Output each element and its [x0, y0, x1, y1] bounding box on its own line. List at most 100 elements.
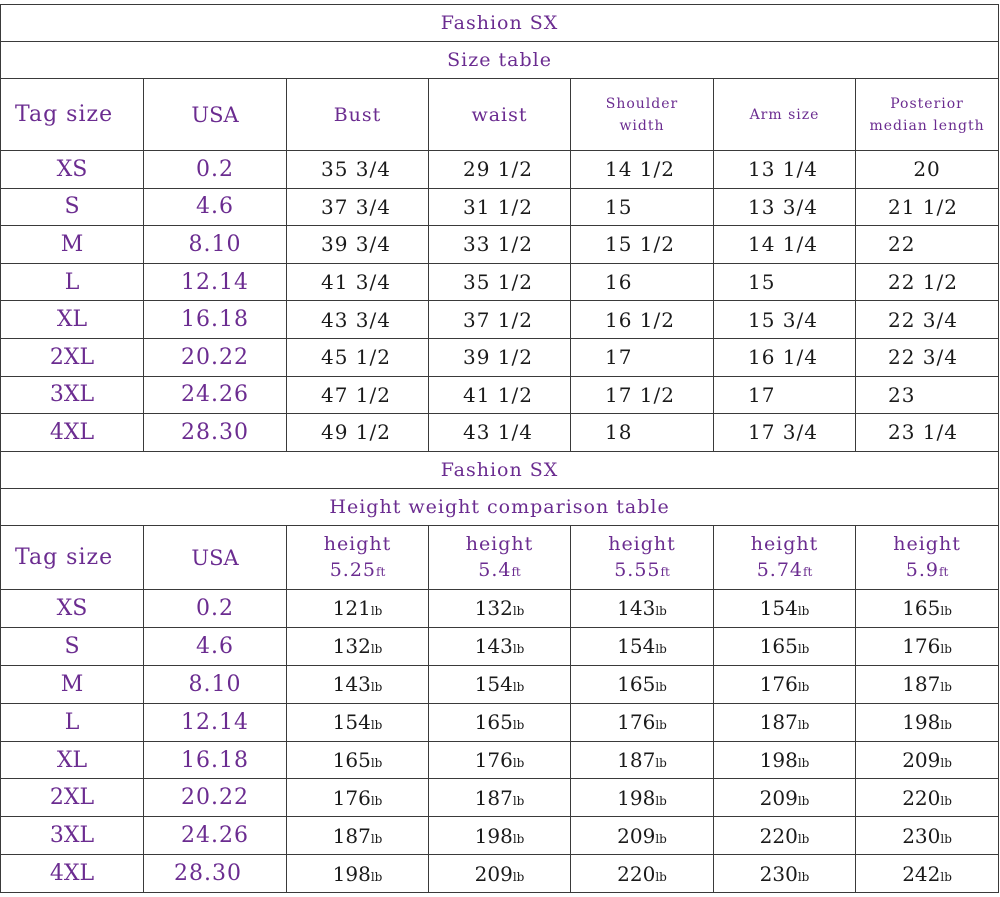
- usa-size-cell: 24.26: [143, 816, 287, 856]
- weight-cell: 230lb: [713, 854, 856, 894]
- header-height-unit: ft: [660, 564, 670, 579]
- header-shoulder-width: Shoulder width: [570, 78, 714, 151]
- header-height-2: height 5.4ft: [428, 525, 571, 590]
- size-row: S 4.6 37 3/4 31 1/2 15 13 3/4 21 1/2: [0, 187, 1000, 227]
- weight-unit: lb: [512, 718, 525, 733]
- weight-cell: 220lb: [713, 816, 856, 856]
- weight-cell: 154lb: [570, 626, 714, 666]
- weight-value: 154: [759, 596, 798, 621]
- weight-unit: lb: [512, 680, 525, 695]
- arm-size-cell: 13 3/4: [713, 187, 856, 227]
- weight-cell: 143lb: [570, 589, 714, 628]
- header-usa: USA: [143, 78, 287, 151]
- weight-value: 165: [474, 710, 513, 735]
- height-weight-row: XL 16.18 165lb 176lb 187lb 198lb 209lb: [0, 740, 1000, 780]
- header-height-value-line: 5.4ft: [430, 557, 570, 585]
- weight-unit: lb: [370, 680, 383, 695]
- weight-value: 176: [332, 785, 371, 810]
- waist-cell: 41 1/2: [428, 375, 571, 415]
- usa-size-cell: 12.14: [143, 262, 287, 302]
- weight-cell: 165lb: [713, 626, 856, 666]
- tag-size-cell: S: [0, 187, 144, 227]
- header-height-5: height 5.9ft: [854, 525, 1000, 590]
- weight-cell: 176lb: [713, 664, 856, 704]
- weight-unit: lb: [655, 756, 667, 770]
- weight-value: 187: [759, 710, 798, 735]
- header-height-unit: ft: [511, 564, 521, 579]
- header-height-word: height: [750, 532, 819, 555]
- weight-cell: 143lb: [286, 664, 429, 704]
- header-posterior-line2: median length: [869, 117, 985, 134]
- header-posterior-line1: Posterior: [890, 95, 964, 112]
- arm-size-cell: 14 1/4: [713, 225, 856, 264]
- posterior-length-cell: 22 3/4: [854, 300, 1000, 339]
- waist-cell: 39 1/2: [428, 337, 571, 377]
- weight-cell: 198lb: [286, 854, 429, 894]
- weight-unit: lb: [940, 793, 952, 808]
- weight-value: 230: [759, 861, 798, 886]
- arm-size-cell: 15: [713, 262, 856, 302]
- weight-cell: 165lb: [570, 664, 714, 704]
- weight-unit: lb: [512, 756, 525, 770]
- weight-value: 198: [902, 710, 941, 735]
- weight-unit: lb: [940, 831, 952, 846]
- weight-cell: 176lb: [286, 778, 429, 818]
- usa-size-cell: 28.30: [143, 413, 287, 452]
- weight-unit: lb: [655, 869, 667, 884]
- weight-unit: lb: [940, 718, 952, 733]
- usa-size-cell: 8.10: [143, 225, 287, 264]
- tag-size-cell: 4XL: [0, 413, 144, 452]
- size-table-brand: Fashion SX: [0, 4, 1000, 42]
- height-weight-row: S 4.6 132lb 143lb 154lb 165lb 176lb: [0, 626, 1000, 666]
- weight-cell: 132lb: [428, 589, 571, 628]
- shoulder-width-cell: 14 1/2: [570, 150, 714, 189]
- weight-unit: lb: [512, 642, 525, 657]
- weight-value: 176: [902, 634, 941, 659]
- size-row: 4XL 28.30 49 1/2 43 1/4 18 17 3/4 23 1/4: [0, 413, 1000, 452]
- usa-size-cell: 24.26: [143, 375, 287, 415]
- weight-unit: lb: [370, 642, 383, 657]
- height-table-title: Height weight comparison table: [0, 488, 1000, 526]
- weight-cell: 187lb: [428, 778, 571, 818]
- weight-cell: 165lb: [854, 589, 1000, 628]
- weight-cell: 220lb: [570, 854, 714, 894]
- shoulder-width-cell: 16 1/2: [570, 300, 714, 339]
- weight-cell: 198lb: [570, 778, 714, 818]
- posterior-length-cell: 22 3/4: [854, 337, 1000, 377]
- weight-unit: lb: [655, 680, 667, 695]
- height-weight-row: 3XL 24.26 187lb 198lb 209lb 220lb 230lb: [0, 816, 1000, 856]
- weight-unit: lb: [797, 831, 810, 846]
- bust-cell: 39 3/4: [286, 225, 429, 264]
- weight-cell: 176lb: [854, 626, 1000, 666]
- waist-cell: 43 1/4: [428, 413, 571, 452]
- weight-cell: 154lb: [713, 589, 856, 628]
- height-weight-row: M 8.10 143lb 154lb 165lb 176lb 187lb: [0, 664, 1000, 704]
- weight-unit: lb: [655, 831, 667, 846]
- shoulder-width-cell: 15: [570, 187, 714, 227]
- height-weight-row: XS 0.2 121lb 132lb 143lb 154lb 165lb: [0, 589, 1000, 628]
- bust-cell: 35 3/4: [286, 150, 429, 189]
- weight-unit: lb: [512, 604, 525, 619]
- header-usa: USA: [143, 525, 287, 590]
- tag-size-cell: L: [0, 262, 144, 302]
- bust-cell: 49 1/2: [286, 413, 429, 452]
- header-height-word: height: [608, 532, 676, 555]
- weight-value: 187: [474, 785, 513, 810]
- size-row: L 12.14 41 3/4 35 1/2 16 15 22 1/2: [0, 262, 1000, 302]
- tag-size-cell: XS: [0, 589, 144, 628]
- posterior-length-cell: 23 1/4: [854, 413, 1000, 452]
- usa-size-cell: 4.6: [143, 187, 287, 227]
- weight-unit: lb: [940, 869, 952, 884]
- weight-cell: 132lb: [286, 626, 429, 666]
- header-height-value: 5.74: [756, 558, 804, 581]
- weight-unit: lb: [512, 831, 525, 846]
- arm-size-cell: 13 1/4: [713, 150, 856, 189]
- tag-size-cell: 2XL: [0, 337, 144, 377]
- weight-value: 121: [332, 596, 371, 621]
- size-row: XS 0.2 35 3/4 29 1/2 14 1/2 13 1/4 20: [0, 150, 1000, 189]
- tag-size-cell: M: [0, 664, 144, 704]
- weight-value: 220: [617, 861, 656, 886]
- header-shoulder-line1: Shoulder: [605, 95, 679, 112]
- shoulder-width-cell: 17 1/2: [570, 375, 714, 415]
- shoulder-width-cell: 18: [570, 413, 714, 452]
